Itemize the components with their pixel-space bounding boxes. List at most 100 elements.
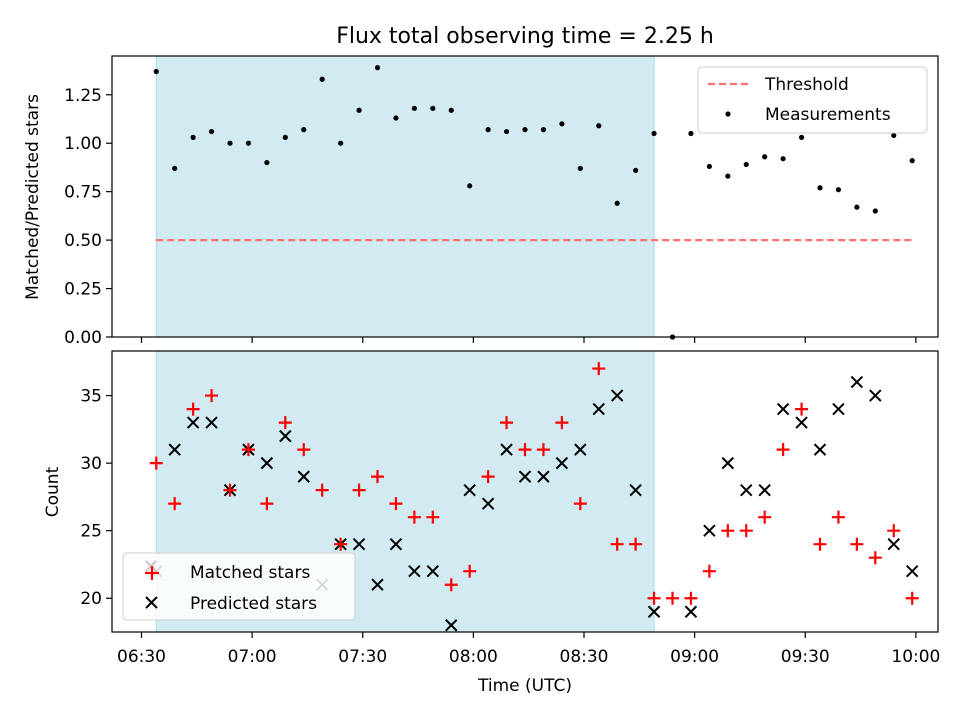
predicted-star-point [371,578,384,591]
predicted-star-point [186,416,200,429]
measurement-point [153,68,159,75]
legend-predicted-label: Predicted stars [190,594,317,614]
measurement-point [190,134,196,140]
matched-star-point [868,551,882,565]
matched-star-point [371,470,384,484]
predicted-star-point [887,537,900,551]
predicted-star-point [537,470,550,483]
measurement-point [577,165,583,171]
matched-star-point [684,591,698,605]
matched-star-point [518,443,532,457]
count-y-tick-label: 30 [80,454,102,474]
predicted-star-point [168,443,181,456]
predicted-star-point [352,537,366,551]
predicted-star-point [850,375,864,389]
matched-star-point [241,443,255,457]
predicted-star-point [500,443,513,456]
matched-star-point [739,524,753,538]
ratio-legend-box [697,66,928,134]
matched-star-point [702,564,716,578]
predicted-star-point [869,389,882,402]
predicted-star-point [721,456,735,470]
measurement-point [393,115,399,121]
measurement-point [706,163,712,170]
ratio-y-tick-label: 1.00 [64,134,102,154]
matched-star-point [573,497,587,511]
matched-star-point [905,591,919,605]
matched-star-point [334,537,348,551]
x-tick-label: 07:00 [228,647,277,667]
measurement-point [872,208,878,214]
count-y-tick-label: 20 [80,589,102,609]
measurement-point [172,165,178,171]
matched-star-point [444,578,458,592]
measurement-point [762,154,768,160]
ratio-y-tick-label: 0.50 [64,231,102,251]
predicted-star-point [426,564,440,578]
measurement-point [614,200,620,206]
matched-star-point [278,416,292,430]
legend-matched-swatch [145,566,159,580]
matched-star-point [666,591,679,605]
predicted-star-point [463,483,476,497]
measurement-point [817,185,823,191]
count-legend-box [122,552,356,621]
matched-star-point [205,389,219,403]
matched-star-point [481,470,495,484]
measurement-point [374,65,381,71]
matched-star-point [592,362,606,376]
predicted-star-point [813,443,827,456]
predicted-star-point [795,416,808,429]
measurement-point [467,183,473,189]
ratio-legend: Threshold Measurements [697,66,928,134]
observing-span-shade [155,55,655,338]
measurement-point [835,187,842,193]
matched-star-point [297,443,311,457]
legend-threshold-label: Threshold [764,75,849,95]
measurement-point [596,123,602,129]
count-panel: 20 25 30 35 06:30 07:00 07:30 08:00 08:30 09:00 09… [43,350,940,696]
matched-star-point [407,510,421,524]
matched-star-point [315,483,329,497]
matched-star-point [352,483,366,497]
predicted-star-point [205,416,218,429]
ratio-y-axis-label: Matched/Predicted stars [23,94,43,300]
predicted-star-point [592,402,605,416]
predicted-star-point [905,564,919,578]
legend-predicted-swatch [145,596,158,609]
x-tick-label: 07:30 [338,647,387,667]
legend-measurements-swatch [725,111,731,117]
measurement-point [743,161,749,168]
predicted-star-point [574,443,587,456]
matched-star-point [149,456,163,470]
measurement-point [245,140,252,146]
count-y-axis-label: Count [43,466,63,517]
ratio-y-tick-label: 0.25 [64,280,102,300]
x-tick-label: 10:00 [891,647,940,667]
predicted-star-point [389,537,403,551]
measurement-point [780,156,786,162]
predicted-star-point [647,605,661,618]
matched-star-point [887,524,901,538]
measurement-point [208,128,215,135]
measurement-point [227,140,233,146]
predicted-star-point [481,497,495,510]
predicted-star-point [445,619,458,632]
chart-title: Flux total observing time = 2.25 h [336,24,714,49]
predicted-star-point [758,483,771,497]
predicted-star-point [703,524,716,537]
matched-star-point [758,510,772,524]
measurement-point [264,159,270,166]
predicted-star-point [740,483,753,497]
measurement-point [485,127,491,133]
matched-star-point [629,537,643,551]
x-tick-label: 09:30 [781,647,830,667]
measurement-point [798,134,805,140]
predicted-star-point [776,402,790,416]
measurement-point [909,158,915,164]
predicted-star-point [684,605,698,618]
x-tick-label: 08:30 [560,647,609,667]
matched-star-point [426,510,440,524]
matched-star-point [260,497,274,511]
